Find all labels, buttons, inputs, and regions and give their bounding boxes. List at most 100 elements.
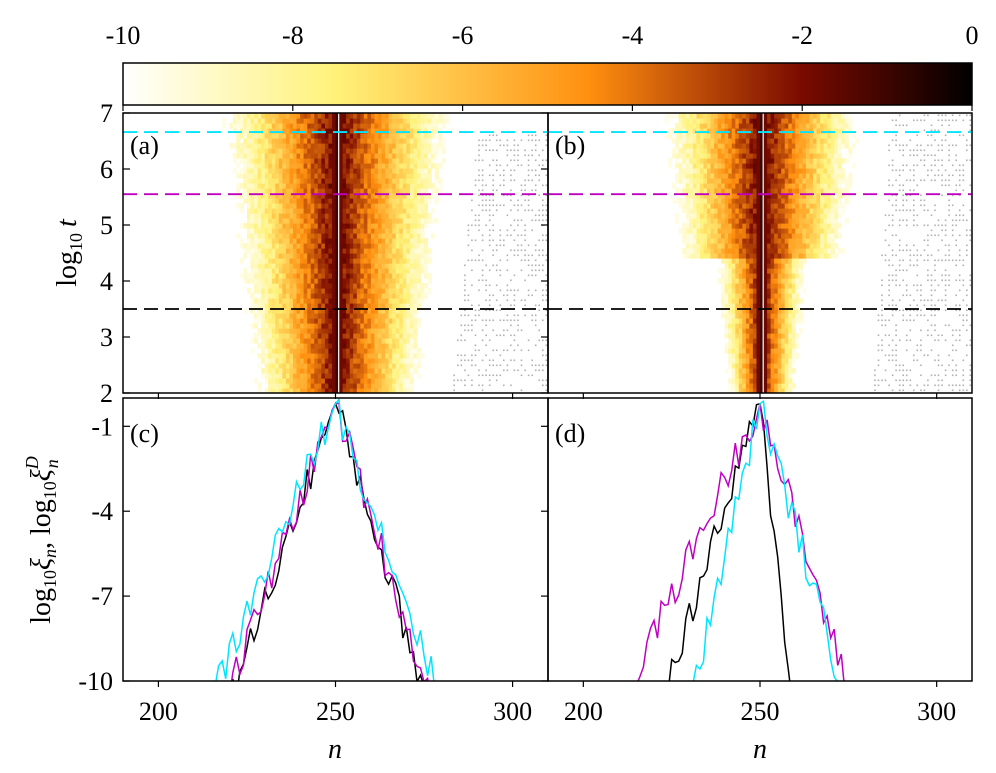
- heatmap-speckle: [468, 230, 470, 232]
- heatmap-cell: [346, 363, 350, 369]
- heatmap-cell: [764, 178, 768, 184]
- heatmap-cell: [696, 188, 700, 194]
- heatmap-cell: [261, 148, 265, 154]
- heatmap-cell: [275, 168, 279, 174]
- heatmap-cell: [318, 183, 322, 189]
- heatmap-speckle: [546, 360, 548, 362]
- heatmap-speckle: [478, 280, 480, 282]
- heatmap-speckle: [500, 230, 502, 232]
- heatmap-cell: [367, 258, 371, 264]
- heatmap-cell: [353, 343, 357, 349]
- heatmap-cell: [767, 288, 771, 294]
- heatmap-cell: [261, 243, 265, 249]
- heatmap-speckle: [528, 200, 530, 202]
- heatmap-speckle: [507, 165, 509, 167]
- heatmap-cell: [396, 293, 400, 299]
- heatmap-cell: [735, 203, 739, 209]
- heatmap-cell: [240, 153, 244, 159]
- heatmap-cell: [258, 228, 262, 234]
- heatmap-cell: [788, 163, 792, 169]
- heatmap-cell: [382, 173, 386, 179]
- heatmap-cell: [304, 363, 308, 369]
- heatmap-cell: [753, 158, 757, 164]
- heatmap-cell: [753, 213, 757, 219]
- heatmap-cell: [254, 123, 258, 129]
- heatmap-cell: [314, 183, 318, 189]
- heatmap-speckle: [489, 365, 491, 367]
- heatmap-cell: [268, 168, 272, 174]
- heatmap-cell: [788, 233, 792, 239]
- heatmap-cell: [399, 313, 403, 319]
- heatmap-cell: [300, 283, 304, 289]
- heatmap-speckle: [482, 360, 484, 362]
- heatmap-speckle: [535, 370, 537, 372]
- heatmap-cell: [229, 123, 233, 129]
- heatmap-cell: [307, 203, 311, 209]
- heatmap-cell: [827, 173, 831, 179]
- heatmap-cell: [364, 203, 368, 209]
- heatmap-cell: [311, 188, 315, 194]
- heatmap-cell: [810, 218, 814, 224]
- heatmap-speckle: [489, 300, 491, 302]
- heatmap-cell: [385, 213, 389, 219]
- heatmap-cell: [406, 133, 410, 139]
- heatmap-cell: [421, 118, 425, 124]
- heatmap-cell: [286, 173, 290, 179]
- heatmap-cell: [268, 113, 272, 119]
- heatmap-cell: [802, 153, 806, 159]
- heatmap-speckle: [531, 365, 533, 367]
- heatmap-cell: [396, 243, 400, 249]
- heatmap-cell: [279, 223, 283, 229]
- heatmap-cell: [258, 283, 262, 289]
- heatmap-cell: [672, 183, 676, 189]
- heatmap-cell: [771, 163, 775, 169]
- heatmap-cell: [820, 223, 824, 229]
- heatmap-cell: [290, 348, 294, 354]
- heatmap-cell: [771, 233, 775, 239]
- heatmap-cell: [795, 263, 799, 269]
- heatmap-cell: [679, 153, 683, 159]
- heatmap-cell: [290, 318, 294, 324]
- heatmap-cell: [771, 183, 775, 189]
- heatmap-cell: [788, 378, 792, 384]
- heatmap-cell: [321, 278, 325, 284]
- heatmap-cell: [799, 168, 803, 174]
- heatmap-speckle: [517, 205, 519, 207]
- heatmap-cell: [360, 278, 364, 284]
- heatmap-cell: [778, 198, 782, 204]
- heatmap-speckle: [500, 375, 502, 377]
- heatmap-cell: [742, 378, 746, 384]
- heatmap-cell: [286, 258, 290, 264]
- heatmap-speckle: [524, 250, 526, 252]
- heatmap-cell: [827, 223, 831, 229]
- heatmap-cell: [778, 328, 782, 334]
- heatmap-cell: [396, 288, 400, 294]
- heatmap-cell: [704, 243, 708, 249]
- heatmap-cell: [258, 268, 262, 274]
- heatmap-speckle: [528, 165, 530, 167]
- heatmap-cell: [410, 178, 414, 184]
- heatmap-speckle: [535, 160, 537, 162]
- heatmap-cell: [732, 198, 736, 204]
- heatmap-cell: [764, 213, 768, 219]
- heatmap-cell: [424, 283, 428, 289]
- heatmap-cell: [806, 238, 810, 244]
- heatmap-cell: [417, 158, 421, 164]
- heatmap-cell: [307, 263, 311, 269]
- heatmap-cell: [290, 293, 294, 299]
- heatmap-cell: [392, 368, 396, 374]
- heatmap-speckle: [464, 315, 466, 317]
- heatmap-cell: [364, 283, 368, 289]
- heatmap-cell: [350, 133, 354, 139]
- heatmap-cell: [778, 343, 782, 349]
- heatmap-cell: [771, 268, 775, 274]
- heatmap-cell: [286, 123, 290, 129]
- heatmap-cell: [742, 333, 746, 339]
- heatmap-cell: [375, 353, 379, 359]
- heatmap-cell: [403, 373, 407, 379]
- heatmap-cell: [261, 248, 265, 254]
- heatmap-cell: [788, 278, 792, 284]
- heatmap-cell: [682, 153, 686, 159]
- heatmap-cell: [272, 323, 276, 329]
